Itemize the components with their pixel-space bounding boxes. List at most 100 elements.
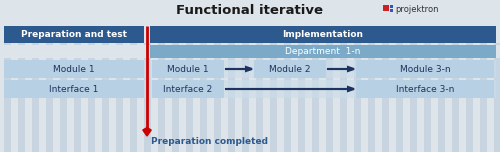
Bar bbox=[242, 58, 249, 60]
Bar bbox=[410, 80, 417, 98]
Bar bbox=[340, 60, 347, 78]
Bar bbox=[466, 60, 473, 78]
Bar bbox=[382, 98, 389, 152]
Bar bbox=[74, 58, 81, 60]
Bar bbox=[214, 98, 221, 152]
Bar bbox=[298, 58, 305, 60]
Bar bbox=[116, 98, 123, 152]
Bar bbox=[383, 5, 389, 11]
Bar bbox=[298, 43, 305, 45]
Bar bbox=[480, 60, 487, 78]
Bar bbox=[452, 58, 459, 60]
Bar bbox=[172, 43, 179, 45]
Bar bbox=[494, 60, 500, 78]
Bar bbox=[242, 98, 249, 152]
Bar bbox=[116, 60, 123, 78]
Bar bbox=[186, 60, 193, 78]
Bar bbox=[256, 98, 263, 152]
Text: Department  1-n: Department 1-n bbox=[286, 47, 360, 56]
Bar bbox=[340, 80, 347, 98]
Bar bbox=[4, 98, 11, 152]
Bar bbox=[494, 80, 500, 98]
Bar bbox=[298, 98, 305, 152]
Bar bbox=[172, 58, 179, 60]
Bar bbox=[242, 43, 249, 45]
Bar bbox=[152, 60, 224, 78]
Bar bbox=[74, 98, 81, 152]
Bar bbox=[312, 58, 319, 60]
Bar bbox=[424, 58, 431, 60]
Bar bbox=[382, 58, 389, 60]
Bar bbox=[172, 78, 179, 80]
Bar bbox=[130, 80, 137, 98]
Bar bbox=[382, 80, 389, 98]
Bar bbox=[18, 43, 25, 45]
Bar bbox=[158, 60, 165, 78]
Bar bbox=[354, 98, 361, 152]
Bar bbox=[228, 78, 235, 80]
Bar bbox=[186, 80, 193, 98]
Bar bbox=[102, 43, 109, 45]
Bar bbox=[32, 60, 39, 78]
Bar bbox=[340, 58, 347, 60]
Bar bbox=[88, 60, 95, 78]
Bar bbox=[4, 26, 144, 43]
Bar bbox=[74, 78, 81, 80]
Bar bbox=[452, 78, 459, 80]
Bar bbox=[312, 98, 319, 152]
Bar bbox=[298, 78, 305, 80]
Bar bbox=[130, 78, 137, 80]
Bar bbox=[390, 9, 393, 12]
Bar bbox=[60, 58, 67, 60]
Bar bbox=[326, 78, 333, 80]
Bar bbox=[410, 98, 417, 152]
Bar bbox=[60, 78, 67, 80]
Bar bbox=[270, 58, 277, 60]
Bar bbox=[438, 60, 445, 78]
Bar bbox=[46, 80, 53, 98]
Bar bbox=[452, 60, 459, 78]
Text: Preparation and test: Preparation and test bbox=[21, 30, 127, 39]
Bar bbox=[424, 80, 431, 98]
Bar bbox=[88, 43, 95, 45]
Bar bbox=[312, 80, 319, 98]
Bar bbox=[228, 60, 235, 78]
Bar bbox=[200, 60, 207, 78]
Bar bbox=[200, 78, 207, 80]
Bar bbox=[354, 43, 361, 45]
Bar bbox=[186, 98, 193, 152]
Bar bbox=[172, 98, 179, 152]
Bar bbox=[356, 80, 494, 98]
Bar bbox=[144, 60, 151, 78]
Bar bbox=[368, 78, 375, 80]
Bar bbox=[18, 58, 25, 60]
Bar bbox=[158, 98, 165, 152]
Bar bbox=[32, 58, 39, 60]
Bar bbox=[256, 43, 263, 45]
Bar bbox=[4, 58, 11, 60]
Bar bbox=[466, 98, 473, 152]
Bar bbox=[116, 80, 123, 98]
Bar bbox=[4, 80, 144, 98]
Bar bbox=[214, 43, 221, 45]
Bar bbox=[410, 43, 417, 45]
Bar bbox=[438, 98, 445, 152]
Bar bbox=[410, 58, 417, 60]
Bar bbox=[242, 80, 249, 98]
Bar bbox=[270, 80, 277, 98]
Bar bbox=[326, 43, 333, 45]
Bar bbox=[284, 78, 291, 80]
Bar bbox=[214, 60, 221, 78]
Text: Functional iterative: Functional iterative bbox=[176, 5, 324, 17]
Bar bbox=[74, 43, 81, 45]
Bar bbox=[116, 58, 123, 60]
Bar bbox=[60, 98, 67, 152]
Text: Module 1: Module 1 bbox=[53, 64, 95, 74]
Bar bbox=[494, 78, 500, 80]
Bar bbox=[130, 60, 137, 78]
Bar bbox=[130, 43, 137, 45]
Bar bbox=[284, 43, 291, 45]
Polygon shape bbox=[143, 128, 151, 136]
Bar bbox=[144, 58, 151, 60]
Bar bbox=[4, 60, 11, 78]
